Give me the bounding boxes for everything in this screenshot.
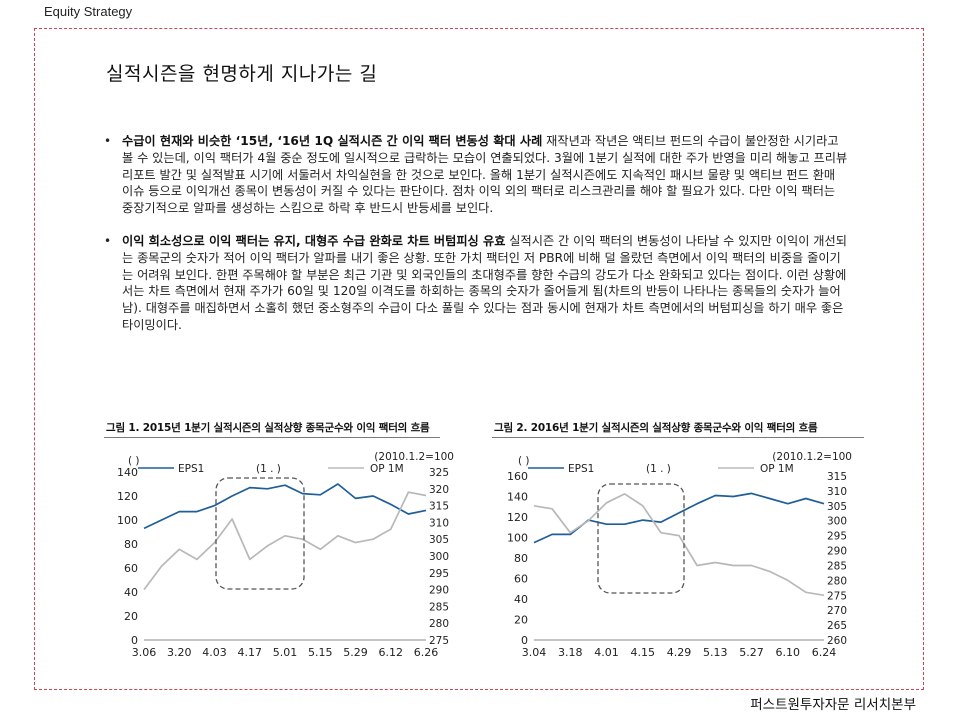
x-tick-label: 5.15 [308, 646, 333, 659]
op1m-line [143, 491, 427, 591]
chart-2-title: 그림 2. 2016년 1분기 실적시즌의 실적상향 종목군수와 이익 팩터의 … [494, 422, 818, 434]
bullet-dot: • [104, 134, 112, 148]
bullet-body: 실적시즌 간 이익 팩터의 변동성이 나타날 수 있지만 이익이 개선되는 종목… [122, 233, 847, 332]
x-tick-label: 6.10 [776, 646, 801, 659]
y-right-tick-label: 285 [429, 601, 449, 613]
highlight-box [215, 477, 305, 590]
y-right-tick-label: 270 [827, 605, 847, 617]
bullet-headline: 수급이 현재와 비슷한 ‘15년, ‘16년 1Q 실적시즌 간 이익 팩터 변… [122, 134, 543, 148]
y-right-tick-label: 310 [429, 517, 449, 529]
y-right-tick-label: 280 [827, 575, 847, 587]
y-right-tick-label: 290 [429, 585, 449, 597]
x-tick-label: 3.20 [167, 646, 192, 659]
y-left-tick-label: 160 [507, 470, 528, 483]
y-left-tick-label: 100 [117, 514, 138, 527]
y-left-tick-label: 60 [124, 562, 138, 575]
chart-1-title-rule [104, 437, 440, 438]
x-tick-label: 6.24 [812, 646, 837, 659]
y-left-tick-label: 40 [124, 586, 138, 599]
legend-mid-label: (1 . ) [256, 463, 281, 475]
y-left-tick-label: 20 [124, 610, 138, 623]
left-unit-label: ( ) [128, 455, 140, 467]
y-left-tick-label: 100 [507, 532, 528, 545]
x-tick-label: 5.01 [273, 646, 298, 659]
y-right-tick-label: 265 [827, 620, 847, 632]
y-right-tick-label: 310 [827, 486, 847, 498]
x-tick-label: 4.29 [667, 646, 692, 659]
y-right-tick-label: 325 [429, 467, 449, 479]
bullet-item-1: • 수급이 현재와 비슷한 ‘15년, ‘16년 1Q 실적시즌 간 이익 팩터… [104, 133, 850, 217]
y-right-tick-label: 305 [827, 501, 847, 513]
op1m-line [533, 493, 825, 597]
x-tick-label: 5.13 [703, 646, 728, 659]
x-tick-label: 4.15 [631, 646, 656, 659]
bullet-list: • 수급이 현재와 비슷한 ‘15년, ‘16년 1Q 실적시즌 간 이익 팩터… [104, 133, 850, 350]
y-right-tick-label: 275 [429, 635, 449, 647]
y-left-tick-label: 80 [514, 552, 528, 565]
y-right-tick-label: 295 [429, 568, 449, 580]
y-left-tick-label: 60 [514, 573, 528, 586]
x-tick-label: 4.17 [238, 646, 263, 659]
y-right-tick-label: 320 [429, 484, 449, 496]
y-right-tick-label: 300 [827, 516, 847, 528]
footer-org: 퍼스트원투자자문 리서치본부 [750, 697, 916, 713]
y-left-tick-label: 0 [521, 634, 528, 647]
legend-eps-label: EPS1 [178, 463, 204, 475]
page-title: 실적시즌을 현명하게 지나가는 길 [106, 63, 378, 85]
chart-2-title-rule [492, 437, 864, 438]
x-tick-label: 3.06 [132, 646, 157, 659]
y-left-tick-label: 20 [514, 614, 528, 627]
bullet-item-2: • 이익 희소성으로 이익 팩터는 유지, 대형주 수급 완화로 차트 버텀피싱… [104, 233, 850, 334]
y-right-tick-label: 280 [429, 618, 449, 630]
bullet-body: 재작년과 작년은 액티브 펀드의 수급이 불안정한 시기라고 볼 수 있는데, … [122, 134, 848, 216]
y-left-tick-label: 0 [131, 634, 138, 647]
x-tick-label: 3.04 [522, 646, 547, 659]
y-right-tick-label: 285 [827, 560, 847, 572]
x-tick-label: 3.18 [558, 646, 583, 659]
right-unit-label: (2010.1.2=100 [772, 451, 852, 463]
y-right-tick-label: 315 [827, 471, 847, 483]
legend-eps-label: EPS1 [568, 463, 594, 475]
y-right-tick-label: 295 [827, 531, 847, 543]
highlight-box [597, 483, 685, 594]
right-unit-label: (2010.1.2=100 [374, 451, 454, 463]
x-tick-label: 4.01 [594, 646, 619, 659]
y-left-tick-label: 120 [117, 490, 138, 503]
y-left-tick-label: 80 [124, 538, 138, 551]
x-tick-label: 5.29 [343, 646, 368, 659]
x-tick-label: 6.26 [414, 646, 439, 659]
x-tick-label: 4.03 [202, 646, 227, 659]
eps1-line [143, 483, 427, 530]
y-right-tick-label: 315 [429, 501, 449, 513]
chart-1-title: 그림 1. 2015년 1분기 실적시즌의 실적상향 종목군수와 이익 팩터의 … [106, 422, 430, 434]
x-tick-label: 6.12 [379, 646, 404, 659]
left-unit-label: ( ) [518, 455, 530, 467]
y-right-tick-label: 275 [827, 590, 847, 602]
y-right-tick-label: 290 [827, 546, 847, 558]
y-left-tick-label: 120 [507, 511, 528, 524]
chart-1: 0 20 40 60 80 100 120 140 275 280 285 290 295 300 305 3… [117, 451, 454, 659]
y-right-tick-label: 260 [827, 635, 847, 647]
chart-2: 0 20 40 60 80 100 120 140 160 260 265 270 275 280 285 2… [507, 451, 852, 659]
page-frame [34, 28, 924, 690]
y-left-tick-label: 140 [507, 491, 528, 504]
y-left-tick-label: 40 [514, 593, 528, 606]
legend-op-label: OP 1M [760, 463, 794, 475]
y-right-tick-label: 300 [429, 551, 449, 563]
section-label: Equity Strategy [44, 4, 133, 19]
legend-op-label: OP 1M [370, 463, 404, 475]
bullet-dot: • [104, 233, 112, 248]
bullet-headline: 이익 희소성으로 이익 팩터는 유지, 대형주 수급 완화로 차트 버텀피싱 유… [122, 233, 506, 248]
y-right-tick-label: 305 [429, 534, 449, 546]
x-tick-label: 5.27 [739, 646, 764, 659]
y-left-tick-label: 140 [117, 466, 138, 479]
legend-mid-label: (1 . ) [646, 463, 671, 475]
